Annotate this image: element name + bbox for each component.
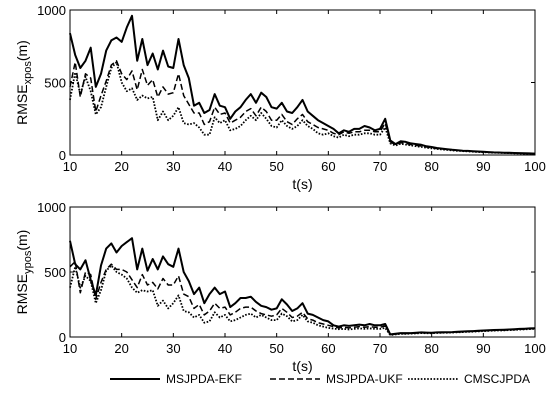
series-line-msjpda-ukf — [69, 260, 536, 336]
x-tick-label: 100 — [524, 341, 546, 356]
x-tick-label: 10 — [63, 341, 77, 356]
x-tick-label: 70 — [373, 159, 387, 174]
y-tick-label: 0 — [59, 148, 66, 163]
x-tick-label: 20 — [114, 341, 128, 356]
legend: MSJPDA-EKF MSJPDA-UKF CMSCJPDA — [110, 372, 530, 386]
x-tick-label: 30 — [166, 159, 180, 174]
x-tick-label: 20 — [114, 159, 128, 174]
y-axis-label-base: RMSE — [14, 274, 30, 314]
x-tick-label: 80 — [424, 341, 438, 356]
x-tick-label: 30 — [166, 341, 180, 356]
x-tick-label: 10 — [63, 159, 77, 174]
y-axis-label-sub: xpos — [22, 61, 34, 85]
x-tick-label: 80 — [424, 159, 438, 174]
legend-label: MSJPDA-UKF — [326, 372, 403, 386]
plot-xpos: 10 20 30 40 50 60 70 80 90 10005001000t(s)RMSExpo… — [14, 3, 546, 192]
x-axis-label: t(s) — [292, 176, 312, 192]
series-line-msjpda-ukf — [69, 60, 536, 155]
legend-label: CMSCJPDA — [464, 372, 530, 386]
series-line-cmscjpda — [69, 264, 536, 337]
x-tick-label: 40 — [218, 341, 232, 356]
x-tick-label: 70 — [373, 341, 387, 356]
y-axis-label: RMSExpos(m) — [14, 40, 34, 125]
series-line-msjpda-ekf — [69, 14, 536, 155]
x-tick-label: 90 — [476, 341, 490, 356]
x-tick-label: 50 — [269, 159, 283, 174]
y-tick-label: 1000 — [37, 3, 66, 18]
y-tick-label: 500 — [44, 265, 66, 280]
plot-frame — [69, 206, 536, 338]
x-tick-label: 60 — [321, 159, 335, 174]
y-axis-label-base: RMSE — [14, 84, 30, 124]
plot-ypos: 10 20 30 40 50 60 70 80 90 10005001000t(s)RMSEypo… — [14, 200, 546, 374]
y-axis-label: RMSEypos(m) — [14, 230, 34, 315]
legend-label: MSJPDA-EKF — [166, 372, 242, 386]
x-axis-label: t(s) — [292, 358, 312, 374]
series-line-cmscjpda — [69, 61, 536, 155]
x-tick-label: 60 — [321, 341, 335, 356]
x-tick-label: 40 — [218, 159, 232, 174]
x-tick-label: 100 — [524, 159, 546, 174]
y-axis-label-unit: (m) — [14, 40, 30, 61]
y-axis-label-unit: (m) — [14, 230, 30, 251]
x-tick-label: 90 — [476, 159, 490, 174]
y-tick-label: 1000 — [37, 200, 66, 215]
x-tick-label: 50 — [269, 341, 283, 356]
series-line-msjpda-ekf — [69, 237, 536, 336]
y-tick-label: 500 — [44, 76, 66, 91]
y-axis-label-sub: ypos — [22, 250, 34, 274]
y-tick-label: 0 — [59, 330, 66, 345]
